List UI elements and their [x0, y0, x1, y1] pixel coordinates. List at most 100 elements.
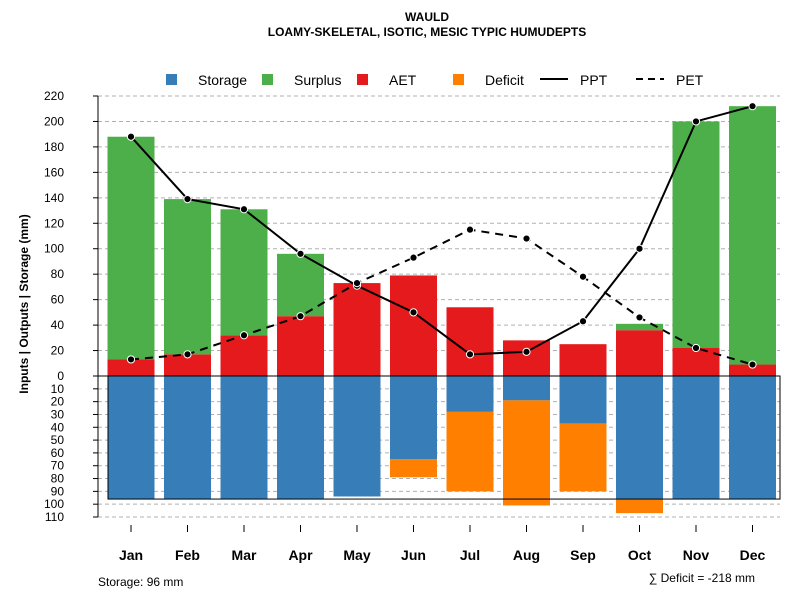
pet-point	[522, 234, 531, 243]
pet-point	[578, 272, 588, 281]
surplus-bar	[729, 106, 776, 365]
x-tick-label: Feb	[175, 547, 200, 563]
legend-aet-swatch	[357, 74, 368, 85]
y-tick-label: 80	[51, 267, 65, 281]
y-tick-label: 10	[51, 382, 65, 396]
pet-point	[296, 312, 305, 321]
y-tick-label: 100	[44, 497, 64, 511]
y-tick-label: 100	[44, 242, 64, 256]
ppt-point	[409, 308, 418, 317]
aet-bar	[107, 359, 155, 376]
ppt-point	[239, 205, 249, 214]
pet-point	[748, 360, 757, 369]
x-tick-label: Jan	[119, 547, 143, 563]
aet-bar	[672, 348, 720, 376]
storage-bar	[616, 376, 663, 500]
surplus-bar	[616, 323, 663, 331]
storage-note: Storage: 96 mm	[98, 575, 183, 589]
aet-bar	[503, 340, 550, 376]
gridlines	[98, 95, 780, 518]
ppt-point	[635, 244, 644, 253]
legend-surplus-label: Surplus	[294, 72, 341, 88]
legend-deficit-swatch	[453, 74, 464, 85]
surplus-bar	[220, 209, 268, 336]
chart-subtitle: LOAMY-SKELETAL, ISOTIC, MESIC TYPIC HUMU…	[268, 25, 586, 39]
pet-point	[409, 253, 418, 262]
y-tick-label: 50	[51, 433, 65, 447]
deficit-bar	[559, 423, 607, 492]
aet-bar	[390, 275, 437, 376]
ppt-point	[465, 350, 475, 359]
aet-bar	[559, 344, 607, 376]
storage-bar	[107, 376, 155, 500]
y-tick-label: 20	[51, 395, 65, 409]
y-tick-label: 90	[51, 484, 65, 498]
ppt-point	[183, 194, 192, 204]
y-tick-label: 20	[51, 344, 65, 358]
storage-frame	[98, 375, 781, 500]
surplus-bar	[107, 136, 155, 360]
pet-point	[239, 331, 249, 340]
y-tick-label: 110	[45, 510, 64, 524]
axes: 0204060801001201401601802002201020304050…	[44, 89, 766, 563]
pet-point	[691, 343, 701, 353]
x-tick-label: Mar	[232, 547, 257, 563]
surplus-bar	[672, 121, 720, 348]
legend-ppt-label: PPT	[580, 72, 608, 88]
x-tick-label: Sep	[570, 547, 596, 563]
storage-bar	[503, 376, 550, 401]
x-tick-label: Jul	[460, 547, 480, 563]
y-tick-label: 160	[44, 165, 64, 179]
x-tick-label: Jun	[401, 547, 426, 563]
ppt-line	[130, 105, 753, 356]
legend: Storage Surplus AET Deficit PPT PET	[166, 72, 704, 88]
y-tick-label: 200	[44, 114, 64, 128]
y-tick-label: 120	[44, 216, 64, 230]
ppt-point	[748, 102, 757, 111]
storage-bar	[277, 376, 324, 500]
pet-point	[635, 313, 644, 322]
legend-pet-label: PET	[676, 72, 704, 88]
aet-bar	[164, 354, 211, 376]
deficit-bar	[390, 459, 437, 478]
x-tick-label: Oct	[628, 547, 652, 563]
aet-bar	[220, 335, 268, 376]
pet-point	[126, 355, 136, 364]
y-tick-label: 70	[51, 459, 65, 473]
surplus-bar	[164, 199, 211, 355]
storage-bar	[446, 376, 494, 412]
surplus-bar	[277, 253, 324, 317]
x-tick-label: Dec	[740, 547, 766, 563]
legend-surplus-swatch	[262, 74, 273, 85]
storage-bar	[672, 376, 720, 500]
aet-bar	[729, 364, 776, 376]
storage-bar	[729, 376, 776, 500]
aet-bar	[277, 316, 324, 376]
pet-point	[352, 278, 362, 288]
y-tick-label: 60	[51, 293, 65, 307]
legend-storage-label: Storage	[198, 72, 247, 88]
ppt-point	[126, 132, 136, 141]
legend-aet-label: AET	[389, 72, 417, 88]
x-tick-label: Apr	[288, 547, 313, 563]
legend-deficit-label: Deficit	[485, 72, 524, 88]
deficit-bar	[503, 400, 550, 506]
aet-bar	[333, 283, 381, 376]
ppt-point	[522, 347, 531, 356]
chart-title: WAULD	[405, 10, 449, 24]
bars	[107, 106, 776, 514]
y-tick-label: 80	[51, 472, 65, 486]
storage-bar	[390, 376, 437, 460]
y-tick-label: 40	[51, 420, 65, 434]
deficit-bar	[446, 411, 494, 492]
storage-bar	[559, 376, 607, 424]
y-tick-label: 60	[51, 446, 65, 460]
x-tick-label: Nov	[683, 547, 710, 563]
y-tick-label: 40	[51, 318, 65, 332]
ppt-point	[691, 117, 701, 126]
ppt-point	[296, 249, 305, 258]
y-tick-label: 180	[44, 140, 64, 154]
storage-bar	[333, 376, 381, 497]
storage-bar	[220, 376, 268, 500]
pet-point	[465, 225, 475, 234]
